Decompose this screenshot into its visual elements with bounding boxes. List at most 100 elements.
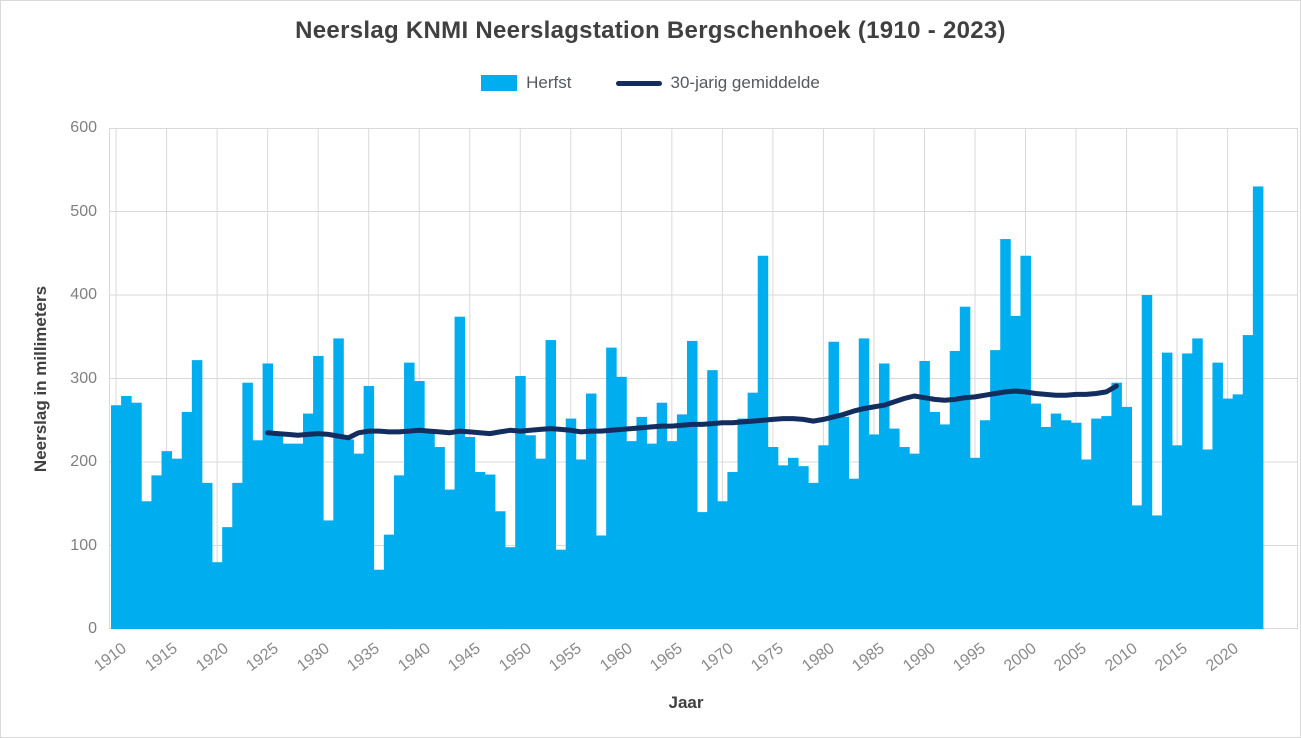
bar-1964 <box>656 402 668 629</box>
bar-1972 <box>737 418 749 629</box>
herfst-swatch-icon <box>481 75 518 91</box>
bar-1952 <box>535 458 546 629</box>
bar-1953 <box>545 340 557 629</box>
x-tick-label-1920: 1920 <box>192 640 232 675</box>
bar-1982 <box>838 416 850 629</box>
bar-1936 <box>373 569 385 629</box>
legend-item-herfst: Herfst <box>481 73 572 93</box>
bar-1942 <box>434 446 445 629</box>
bar-1955 <box>565 418 577 629</box>
bar-2006 <box>1081 459 1092 629</box>
bar-1910 <box>111 405 122 629</box>
bar-1975 <box>767 446 779 629</box>
x-tick-label-2010: 2010 <box>1102 640 1141 675</box>
bar-1918 <box>191 360 203 629</box>
x-tick-label-1990: 1990 <box>900 640 939 675</box>
bar-2022 <box>1242 335 1254 629</box>
x-tick-label-1930: 1930 <box>293 640 333 675</box>
bar-1989 <box>909 453 920 629</box>
bar-1994 <box>959 306 971 629</box>
bar-1927 <box>282 443 294 629</box>
bar-1948 <box>494 511 506 629</box>
bar-1997 <box>990 350 1001 629</box>
bar-1963 <box>646 443 658 629</box>
bar-1914 <box>151 475 162 629</box>
bar-1944 <box>454 316 466 629</box>
bar-1965 <box>666 441 678 630</box>
bar-1991 <box>929 411 941 629</box>
bar-1933 <box>343 439 354 629</box>
bar-1961 <box>626 441 637 630</box>
bar-1995 <box>969 457 981 629</box>
bar-1980 <box>818 445 829 629</box>
bar-1959 <box>606 347 617 629</box>
bar-1932 <box>333 338 344 629</box>
bar-2003 <box>1050 413 1062 629</box>
bar-2018 <box>1202 449 1213 630</box>
x-tick-label-1945: 1945 <box>445 640 484 675</box>
bar-1966 <box>676 414 688 629</box>
bar-1949 <box>505 547 516 629</box>
legend: Herfst 30-jarig gemiddelde <box>1 73 1300 93</box>
x-tick-label-1915: 1915 <box>142 640 181 675</box>
bar-1986 <box>878 363 890 629</box>
legend-label-herfst: Herfst <box>526 73 572 92</box>
bar-2019 <box>1212 362 1223 629</box>
legend-label-gemiddelde: 30-jarig gemiddelde <box>670 73 820 92</box>
x-tick-label-2000: 2000 <box>1001 640 1040 675</box>
bar-2007 <box>1091 418 1102 629</box>
bar-2012 <box>1141 295 1153 629</box>
bar-1954 <box>555 549 567 630</box>
bar-2001 <box>1030 403 1042 629</box>
bar-2020 <box>1222 398 1234 629</box>
x-tick-label-1955: 1955 <box>546 640 586 675</box>
x-tick-label-1950: 1950 <box>495 640 535 675</box>
bar-1984 <box>858 338 870 629</box>
bar-1962 <box>636 416 647 629</box>
y-tick-label-600: 600 <box>70 119 97 136</box>
bar-2002 <box>1040 426 1052 629</box>
bar-1929 <box>303 413 314 629</box>
bar-1921 <box>222 527 233 629</box>
bar-1993 <box>949 350 961 629</box>
bar-1971 <box>727 472 738 629</box>
y-tick-label-200: 200 <box>70 453 97 470</box>
chart-title: Neerslag KNMI Neerslagstation Bergschenh… <box>295 17 1006 44</box>
x-tick-label-2005: 2005 <box>1051 640 1091 675</box>
x-tick-label-1975: 1975 <box>748 640 788 675</box>
bar-1934 <box>353 453 365 629</box>
bar-1916 <box>171 458 183 629</box>
bar-2013 <box>1151 515 1163 629</box>
x-tick-label-2020: 2020 <box>1203 640 1242 675</box>
x-tick-label-1985: 1985 <box>849 640 889 675</box>
bar-2023 <box>1252 186 1264 629</box>
bar-1999 <box>1010 315 1021 630</box>
bar-1968 <box>697 512 708 629</box>
chart-svg <box>109 127 1298 630</box>
bar-2004 <box>1060 420 1072 629</box>
bar-2011 <box>1131 505 1143 629</box>
gemiddelde-line-swatch-icon <box>615 80 662 86</box>
bar-1924 <box>252 440 263 629</box>
bar-1913 <box>141 501 152 629</box>
bar-1987 <box>889 428 900 629</box>
y-tick-label-100: 100 <box>70 536 97 554</box>
bar-1998 <box>1000 239 1011 629</box>
bar-1939 <box>404 362 415 629</box>
bar-2021 <box>1232 394 1244 629</box>
x-tick-label-1910: 1910 <box>91 640 131 675</box>
bar-1956 <box>575 459 587 629</box>
bar-1917 <box>181 411 193 629</box>
x-tick-label-1925: 1925 <box>243 640 282 675</box>
x-tick-label-1935: 1935 <box>344 640 383 675</box>
bar-1946 <box>474 472 486 629</box>
bar-1976 <box>777 465 789 629</box>
bar-1945 <box>464 436 476 629</box>
y-tick-label-0: 0 <box>88 620 97 637</box>
x-tick-label-2015: 2015 <box>1152 640 1192 675</box>
bar-1951 <box>525 435 536 629</box>
bar-1957 <box>585 393 597 629</box>
bar-1937 <box>383 534 395 629</box>
bar-1926 <box>272 431 284 629</box>
bar-1919 <box>201 482 213 630</box>
